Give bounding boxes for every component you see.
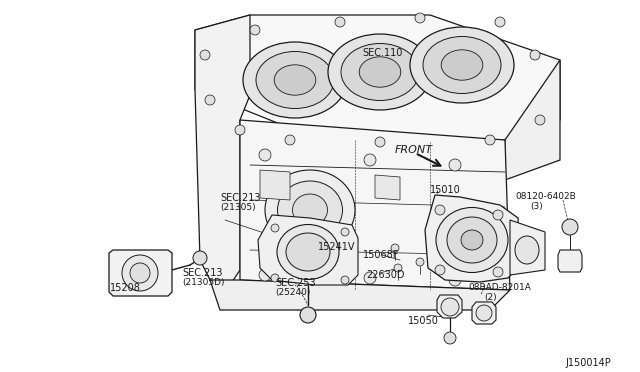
Text: SEC.253: SEC.253 <box>275 278 316 288</box>
Text: 22630D: 22630D <box>366 270 404 280</box>
Ellipse shape <box>461 230 483 250</box>
Circle shape <box>205 95 215 105</box>
Circle shape <box>495 17 505 27</box>
Ellipse shape <box>341 44 419 100</box>
Circle shape <box>364 272 376 284</box>
Circle shape <box>122 255 158 291</box>
Ellipse shape <box>256 51 334 109</box>
Circle shape <box>435 265 445 275</box>
Circle shape <box>271 224 279 232</box>
Polygon shape <box>437 295 462 318</box>
Circle shape <box>416 258 424 266</box>
Ellipse shape <box>243 42 347 118</box>
Polygon shape <box>425 195 520 282</box>
Text: SEC.213: SEC.213 <box>182 268 223 278</box>
Circle shape <box>335 17 345 27</box>
Ellipse shape <box>515 236 539 264</box>
Ellipse shape <box>265 170 355 250</box>
Polygon shape <box>510 220 545 275</box>
Circle shape <box>250 25 260 35</box>
Polygon shape <box>195 15 560 140</box>
Ellipse shape <box>436 208 508 273</box>
Text: 15010: 15010 <box>430 185 461 195</box>
Circle shape <box>444 332 456 344</box>
Text: 15068F: 15068F <box>363 250 399 260</box>
Circle shape <box>271 274 279 282</box>
Circle shape <box>562 219 578 235</box>
Circle shape <box>493 210 503 220</box>
Circle shape <box>493 267 503 277</box>
Polygon shape <box>375 175 400 200</box>
Circle shape <box>449 274 461 286</box>
Circle shape <box>259 149 271 161</box>
Circle shape <box>300 307 316 323</box>
Text: (21305D): (21305D) <box>182 278 225 287</box>
Ellipse shape <box>441 50 483 80</box>
Circle shape <box>449 159 461 171</box>
Polygon shape <box>240 120 510 290</box>
Circle shape <box>441 298 459 316</box>
Polygon shape <box>195 15 250 285</box>
Polygon shape <box>472 302 496 324</box>
Text: FRONT: FRONT <box>395 145 433 155</box>
Text: J150014P: J150014P <box>565 358 611 368</box>
Circle shape <box>476 305 492 321</box>
Ellipse shape <box>423 36 501 93</box>
Ellipse shape <box>274 65 316 95</box>
Text: (25240): (25240) <box>275 288 310 297</box>
Text: SEC.213: SEC.213 <box>220 193 260 203</box>
Text: (2): (2) <box>484 293 497 302</box>
Ellipse shape <box>292 194 328 226</box>
Text: 08BAD-8201A: 08BAD-8201A <box>468 283 531 292</box>
Circle shape <box>130 263 150 283</box>
Circle shape <box>285 135 295 145</box>
Ellipse shape <box>277 224 339 279</box>
Circle shape <box>200 50 210 60</box>
Polygon shape <box>505 60 560 180</box>
Circle shape <box>364 154 376 166</box>
Polygon shape <box>260 170 290 200</box>
Circle shape <box>193 251 207 265</box>
Text: 15050: 15050 <box>408 316 439 326</box>
Ellipse shape <box>410 27 514 103</box>
Circle shape <box>415 13 425 23</box>
Ellipse shape <box>278 181 342 239</box>
Ellipse shape <box>447 217 497 263</box>
Text: 15208: 15208 <box>110 283 141 293</box>
Circle shape <box>375 137 385 147</box>
Text: 08120-6402B: 08120-6402B <box>515 192 576 201</box>
Polygon shape <box>210 280 510 310</box>
Circle shape <box>391 244 399 252</box>
Polygon shape <box>258 215 358 285</box>
Circle shape <box>259 269 271 281</box>
Ellipse shape <box>328 34 432 110</box>
Polygon shape <box>109 250 172 296</box>
Circle shape <box>341 276 349 284</box>
Circle shape <box>530 50 540 60</box>
Polygon shape <box>558 250 582 272</box>
Circle shape <box>435 205 445 215</box>
Text: (3): (3) <box>530 202 543 211</box>
Text: SEC.110: SEC.110 <box>362 48 403 58</box>
Circle shape <box>535 115 545 125</box>
Circle shape <box>394 264 402 272</box>
Ellipse shape <box>359 57 401 87</box>
Text: (21305): (21305) <box>220 203 255 212</box>
Ellipse shape <box>286 233 330 271</box>
Circle shape <box>341 228 349 236</box>
Circle shape <box>485 135 495 145</box>
Text: 15241V: 15241V <box>318 242 355 252</box>
Circle shape <box>235 125 245 135</box>
